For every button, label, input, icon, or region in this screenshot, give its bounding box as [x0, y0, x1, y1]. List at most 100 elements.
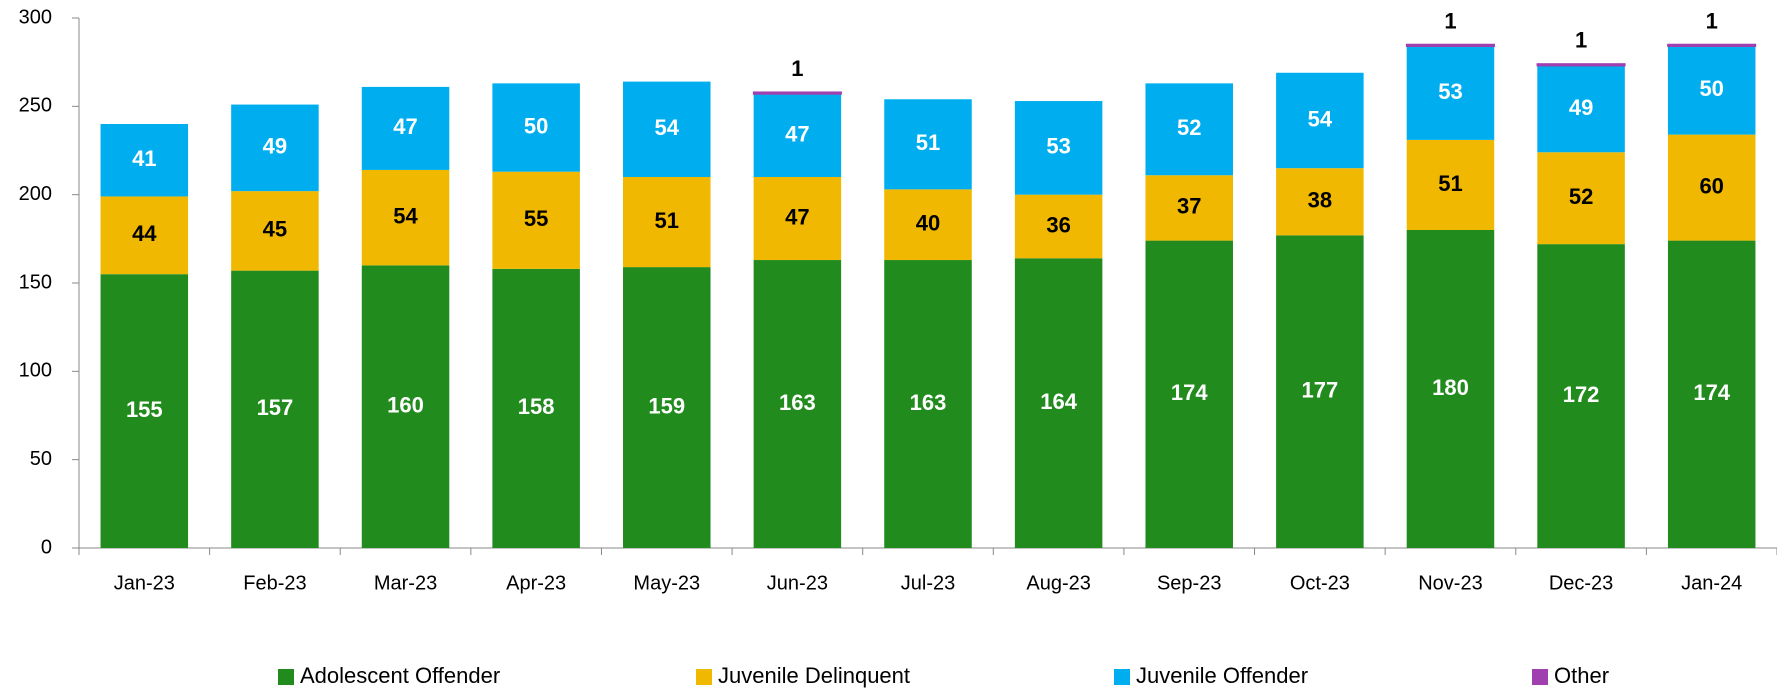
value-label: 53	[1046, 134, 1070, 159]
value-label: 41	[132, 146, 156, 171]
value-label: 52	[1177, 115, 1201, 140]
bar-segment	[1145, 83, 1233, 176]
value-label: 159	[648, 393, 685, 418]
bar-segment	[492, 268, 580, 548]
value-label: 47	[785, 204, 809, 229]
value-label: 1	[1444, 8, 1456, 33]
bar-segment	[361, 265, 450, 548]
bar-segment	[1014, 101, 1103, 195]
bar-segment	[100, 274, 189, 548]
bar-segment	[1145, 240, 1233, 548]
x-tick-label: Mar-23	[374, 572, 437, 594]
bar-segment	[1405, 43, 1495, 48]
value-label: 40	[916, 211, 940, 236]
bar-segment	[361, 86, 450, 170]
value-label: 155	[126, 397, 163, 422]
value-label: 174	[1693, 380, 1730, 405]
y-tick-label: 200	[19, 183, 52, 205]
value-label: 36	[1046, 212, 1070, 237]
bar-segment	[1537, 244, 1625, 548]
value-label: 1	[1706, 8, 1718, 33]
bar-segment	[1667, 43, 1757, 48]
bar-segment	[1537, 65, 1625, 153]
bar-segment	[884, 260, 972, 548]
bar-segment	[1536, 63, 1626, 67]
x-tick-label: Dec-23	[1549, 572, 1613, 594]
y-tick-label: 50	[30, 448, 52, 470]
value-label: 47	[785, 121, 809, 146]
bar-segment	[752, 91, 842, 95]
value-label: 180	[1432, 375, 1469, 400]
bar-segment	[231, 270, 319, 548]
value-label: 49	[263, 134, 287, 159]
bar-segment	[1276, 168, 1364, 236]
value-label: 44	[132, 221, 157, 246]
x-tick-label: May-23	[633, 572, 700, 594]
value-label: 38	[1308, 188, 1332, 213]
value-label: 50	[524, 113, 548, 138]
legend-label: Adolescent Offender	[300, 663, 500, 688]
bar-segment	[1276, 235, 1364, 549]
x-tick-label: Jun-23	[767, 572, 828, 594]
legend-label: Juvenile Delinquent	[718, 663, 910, 688]
value-label: 174	[1171, 380, 1208, 405]
bar-segment	[1014, 194, 1103, 259]
value-label: 50	[1699, 76, 1723, 101]
bar-segment	[1406, 139, 1495, 230]
value-label: 160	[387, 392, 424, 417]
value-label: 158	[518, 394, 555, 419]
x-tick-label: Nov-23	[1418, 572, 1482, 594]
bar-segment	[623, 81, 711, 177]
value-label: 55	[524, 206, 548, 231]
bar-segment	[1406, 230, 1495, 548]
value-label: 164	[1040, 389, 1077, 414]
value-label: 37	[1177, 194, 1201, 219]
bar-segment	[1667, 240, 1756, 548]
value-label: 45	[263, 217, 287, 242]
value-label: 163	[779, 390, 816, 415]
bar-segment	[100, 124, 189, 197]
bar-segment	[1667, 46, 1756, 135]
value-label: 54	[393, 203, 418, 228]
value-label: 54	[655, 115, 680, 140]
value-label: 157	[257, 395, 294, 420]
legend-swatch	[1114, 669, 1130, 685]
legend-swatch	[278, 669, 294, 685]
bar-segment	[1145, 175, 1233, 241]
x-tick-label: Feb-23	[243, 572, 306, 594]
value-label: 51	[655, 208, 679, 233]
x-tick-label: Jan-23	[114, 572, 175, 594]
x-tick-label: Aug-23	[1026, 572, 1091, 594]
bar-segment	[100, 196, 189, 275]
bar-segment	[753, 260, 842, 548]
bar-segment	[1406, 46, 1495, 140]
y-tick-label: 100	[19, 360, 52, 382]
y-tick-label: 300	[19, 6, 52, 28]
value-label: 54	[1308, 106, 1333, 131]
x-tick-label: Oct-23	[1290, 572, 1350, 594]
bar-segment	[884, 189, 972, 261]
x-tick-label: Sep-23	[1157, 572, 1222, 594]
value-label: 47	[393, 114, 417, 139]
value-label: 163	[910, 390, 947, 415]
legend-swatch	[1532, 669, 1548, 685]
bar-segment	[492, 83, 580, 172]
x-tick-label: Apr-23	[506, 572, 566, 594]
legend-label: Other	[1554, 663, 1609, 688]
value-label: 51	[916, 130, 940, 155]
value-label: 1	[791, 56, 803, 81]
bar-segment	[753, 93, 842, 177]
y-tick-label: 250	[19, 95, 52, 117]
value-label: 53	[1438, 79, 1462, 104]
value-label: 172	[1563, 382, 1600, 407]
bar-segment	[623, 267, 711, 548]
legend-label: Juvenile Offender	[1136, 663, 1308, 688]
bar-segment	[1667, 134, 1756, 241]
value-label: 52	[1569, 184, 1593, 209]
value-label: 51	[1438, 171, 1462, 196]
bar-segment	[361, 169, 450, 266]
y-tick-label: 0	[41, 536, 52, 558]
legend-swatch	[696, 669, 712, 685]
